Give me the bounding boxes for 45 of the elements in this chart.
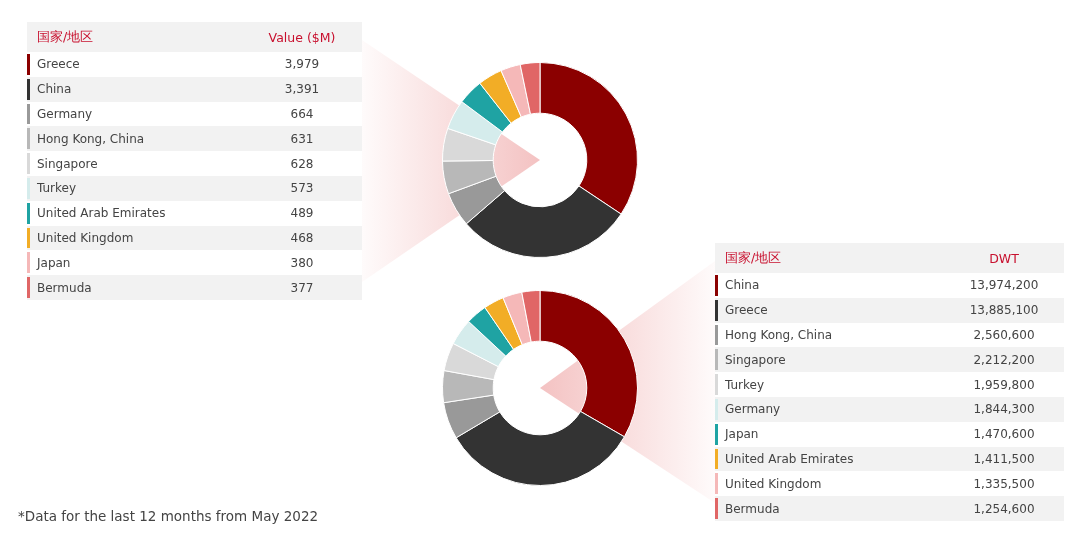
data-label: 2,212,200: [972, 352, 1036, 367]
data-label: 2,560,600: [972, 327, 1036, 342]
data-label: 13,885,100: [968, 303, 1040, 318]
data-label: 3,979: [283, 57, 321, 72]
data-label: 664: [289, 106, 315, 121]
legend-label: Japan: [35, 255, 72, 270]
legend-label: China: [724, 278, 761, 293]
data-label: 1,335,500: [972, 476, 1036, 491]
data-label: 631: [289, 131, 315, 146]
legend-label: Hong Kong, China: [724, 327, 834, 342]
legend-label: Greece: [36, 57, 81, 72]
legend-label: Turkey: [724, 377, 766, 392]
legend-label: Germany: [36, 106, 94, 121]
data-label: 573: [289, 181, 315, 196]
text: DWT: [988, 250, 1020, 266]
data-label: 377: [289, 280, 315, 295]
legend-label: Singapore: [36, 156, 99, 171]
legend-label: United Kingdom: [724, 476, 823, 491]
legend-title: 国家/地区: [36, 28, 95, 46]
legend-label: Greece: [724, 303, 769, 318]
data-label: 1,844,300: [972, 402, 1036, 417]
legend-label: China: [36, 82, 73, 97]
data-label: 3,391: [283, 82, 321, 97]
legend-label: Japan: [723, 427, 760, 442]
data-label: 489: [289, 206, 315, 221]
data-label: 1,254,600: [972, 501, 1036, 516]
data-label: 1,959,800: [972, 377, 1036, 392]
data-label: 13,974,200: [968, 278, 1040, 293]
data-label: 380: [289, 255, 315, 270]
legend-label: Bermuda: [36, 280, 93, 295]
legend-label: Hong Kong, China: [36, 131, 146, 146]
legend-label: Germany: [724, 402, 782, 417]
legend-label: United Arab Emirates: [36, 206, 167, 221]
text: *Data for the last 12 months from May 2022: [18, 508, 319, 524]
legend-label: United Kingdom: [36, 230, 135, 245]
legend-label: Turkey: [36, 181, 78, 196]
text: Value ($M): [267, 29, 337, 45]
data-label: 1,411,500: [972, 451, 1036, 466]
data-label: 1,470,600: [972, 427, 1036, 442]
legend-label: Singapore: [724, 352, 787, 367]
data-label: 628: [289, 156, 315, 171]
legend-title: 国家/地区: [724, 249, 783, 267]
data-label: 468: [289, 230, 315, 245]
legend-label: United Arab Emirates: [724, 451, 855, 466]
legend-label: Bermuda: [724, 501, 781, 516]
